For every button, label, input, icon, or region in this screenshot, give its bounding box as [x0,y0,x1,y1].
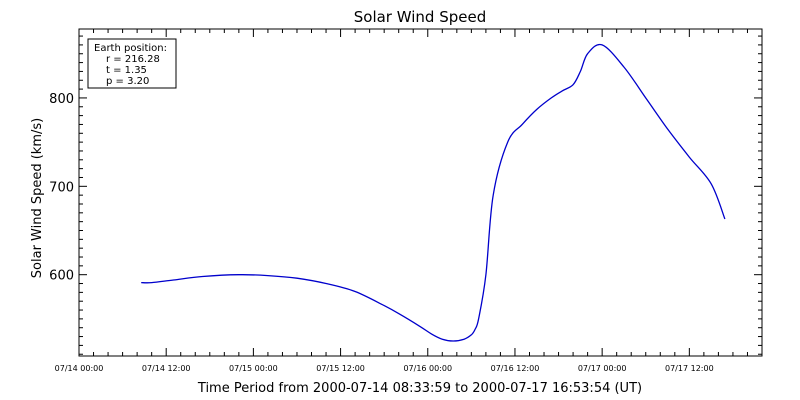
x-tick-label: 07/14 00:00 [55,364,104,373]
x-tick-label: 07/16 00:00 [403,364,452,373]
x-axis-label: Time Period from 2000-07-14 08:33:59 to … [197,381,642,396]
x-tick-label: 07/15 00:00 [229,364,278,373]
y-axis-label: Solar Wind Speed (km/s) [30,118,45,278]
plot-frame [78,28,763,357]
y-tick-label: 600 [49,269,74,284]
y-axis: 600 700 800 [49,35,762,355]
legend-line-t: t = 1.35 [106,65,147,76]
x-tick-label: 07/15 12:00 [316,364,365,373]
legend-line-r: r = 216.28 [106,54,160,65]
x-tick-label: 07/14 12:00 [142,364,191,373]
x-axis: 07/14 00:00 07/14 12:00 07/15 00:00 07/15 1… [55,29,763,373]
legend-line-p: p = 3.20 [106,76,149,87]
x-tick-label: 07/17 12:00 [665,364,714,373]
chart-title: Solar Wind Speed [354,8,486,26]
legend-heading: Earth position: [94,43,167,54]
x-tick-label: 07/17 00:00 [578,364,627,373]
legend-box [87,38,177,89]
legend: Earth position: r = 216.28 t = 1.35 p = … [87,38,177,89]
x-tick-label: 07/16 12:00 [491,364,540,373]
y-tick-label: 700 [49,180,74,195]
series-line-solar-wind-speed [141,43,726,342]
y-tick-label: 800 [49,92,74,107]
